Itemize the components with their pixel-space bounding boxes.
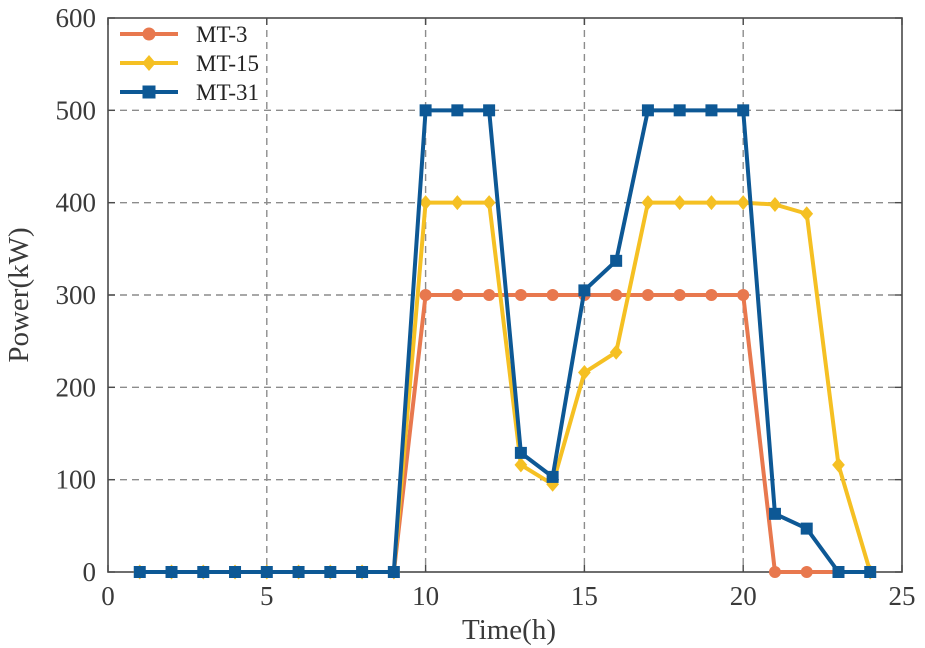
data-point-mt-3 (546, 289, 559, 301)
data-point-mt-31 (800, 522, 813, 535)
data-point-mt-3 (705, 289, 718, 301)
data-point-mt-3 (673, 289, 686, 301)
data-point-mt-31 (705, 104, 718, 117)
data-point-mt-31 (133, 566, 146, 578)
data-point-mt-3 (641, 289, 654, 301)
x-tick-label: 0 (101, 581, 115, 611)
y-tick-label: 400 (56, 188, 97, 218)
legend-item-mt-31: MT-31 (120, 80, 259, 105)
data-point-mt-15 (419, 195, 432, 211)
data-point-mt-3 (514, 289, 527, 301)
data-point-mt-31 (578, 284, 591, 297)
legend-item-mt-3: MT-3 (120, 22, 248, 47)
data-point-mt-31 (229, 566, 242, 578)
y-tick-label: 300 (56, 280, 97, 310)
y-tick-label: 0 (83, 557, 97, 587)
legend-swatch-marker (142, 55, 156, 71)
data-point-mt-31 (292, 566, 305, 578)
legend-swatch-marker (142, 85, 156, 99)
series-mt-31 (133, 104, 877, 578)
legend-swatch-marker (142, 27, 156, 41)
x-tick-label: 10 (412, 581, 439, 611)
x-tick-label: 15 (571, 581, 598, 611)
data-point-mt-31 (864, 566, 877, 578)
series-layer (133, 104, 877, 580)
data-point-mt-15 (641, 195, 655, 211)
data-point-mt-3 (419, 289, 432, 301)
data-point-mt-31 (610, 254, 623, 267)
x-tick-label: 5 (260, 581, 274, 611)
data-point-mt-3 (483, 289, 496, 301)
data-point-mt-31 (419, 104, 432, 117)
data-point-mt-31 (737, 104, 750, 117)
data-point-mt-15 (482, 195, 496, 211)
y-axis-title: Power(kW) (3, 227, 35, 362)
data-point-mt-3 (800, 566, 813, 578)
data-point-mt-31 (356, 566, 369, 578)
data-point-mt-31 (832, 566, 845, 578)
data-point-mt-15 (800, 206, 814, 222)
x-tick-label: 20 (730, 581, 757, 611)
data-point-mt-31 (387, 566, 400, 578)
data-point-mt-15 (514, 457, 528, 473)
y-tick-label: 200 (56, 372, 97, 402)
data-point-mt-15 (609, 344, 623, 360)
data-point-mt-31 (673, 104, 686, 117)
data-point-mt-31 (197, 566, 210, 578)
data-point-mt-15 (768, 197, 782, 213)
data-point-mt-31 (641, 104, 654, 117)
data-point-mt-15 (578, 365, 591, 381)
data-point-mt-31 (260, 566, 273, 578)
legend: MT-3 MT-15 MT-31 (120, 22, 259, 105)
legend-label: MT-3 (196, 22, 248, 47)
legend-label: MT-15 (196, 51, 259, 76)
data-point-mt-3 (768, 566, 781, 578)
legend-item-mt-15: MT-15 (120, 51, 259, 76)
data-point-mt-15 (673, 195, 687, 211)
tick-labels: 0 5 10 15 20 25 0 100 200 300 400 500 600 (56, 3, 916, 611)
x-tick-label: 25 (889, 581, 916, 611)
data-point-mt-31 (324, 566, 337, 578)
legend-label: MT-31 (196, 80, 259, 105)
y-tick-label: 500 (56, 95, 97, 125)
data-point-mt-31 (165, 566, 178, 578)
data-point-mt-15 (450, 195, 464, 211)
data-point-mt-3 (737, 289, 750, 301)
data-point-mt-3 (610, 289, 623, 301)
data-point-mt-15 (705, 195, 718, 211)
data-point-mt-31 (546, 470, 559, 483)
data-point-mt-31 (451, 104, 464, 117)
data-point-mt-31 (483, 104, 496, 117)
data-point-mt-3 (451, 289, 464, 301)
y-tick-label: 600 (56, 3, 97, 33)
data-point-mt-31 (768, 507, 781, 520)
x-axis-title: Time(h) (462, 614, 556, 646)
data-point-mt-15 (736, 195, 750, 211)
data-point-mt-31 (514, 446, 527, 459)
y-tick-label: 100 (56, 465, 97, 495)
data-point-mt-15 (832, 457, 845, 473)
